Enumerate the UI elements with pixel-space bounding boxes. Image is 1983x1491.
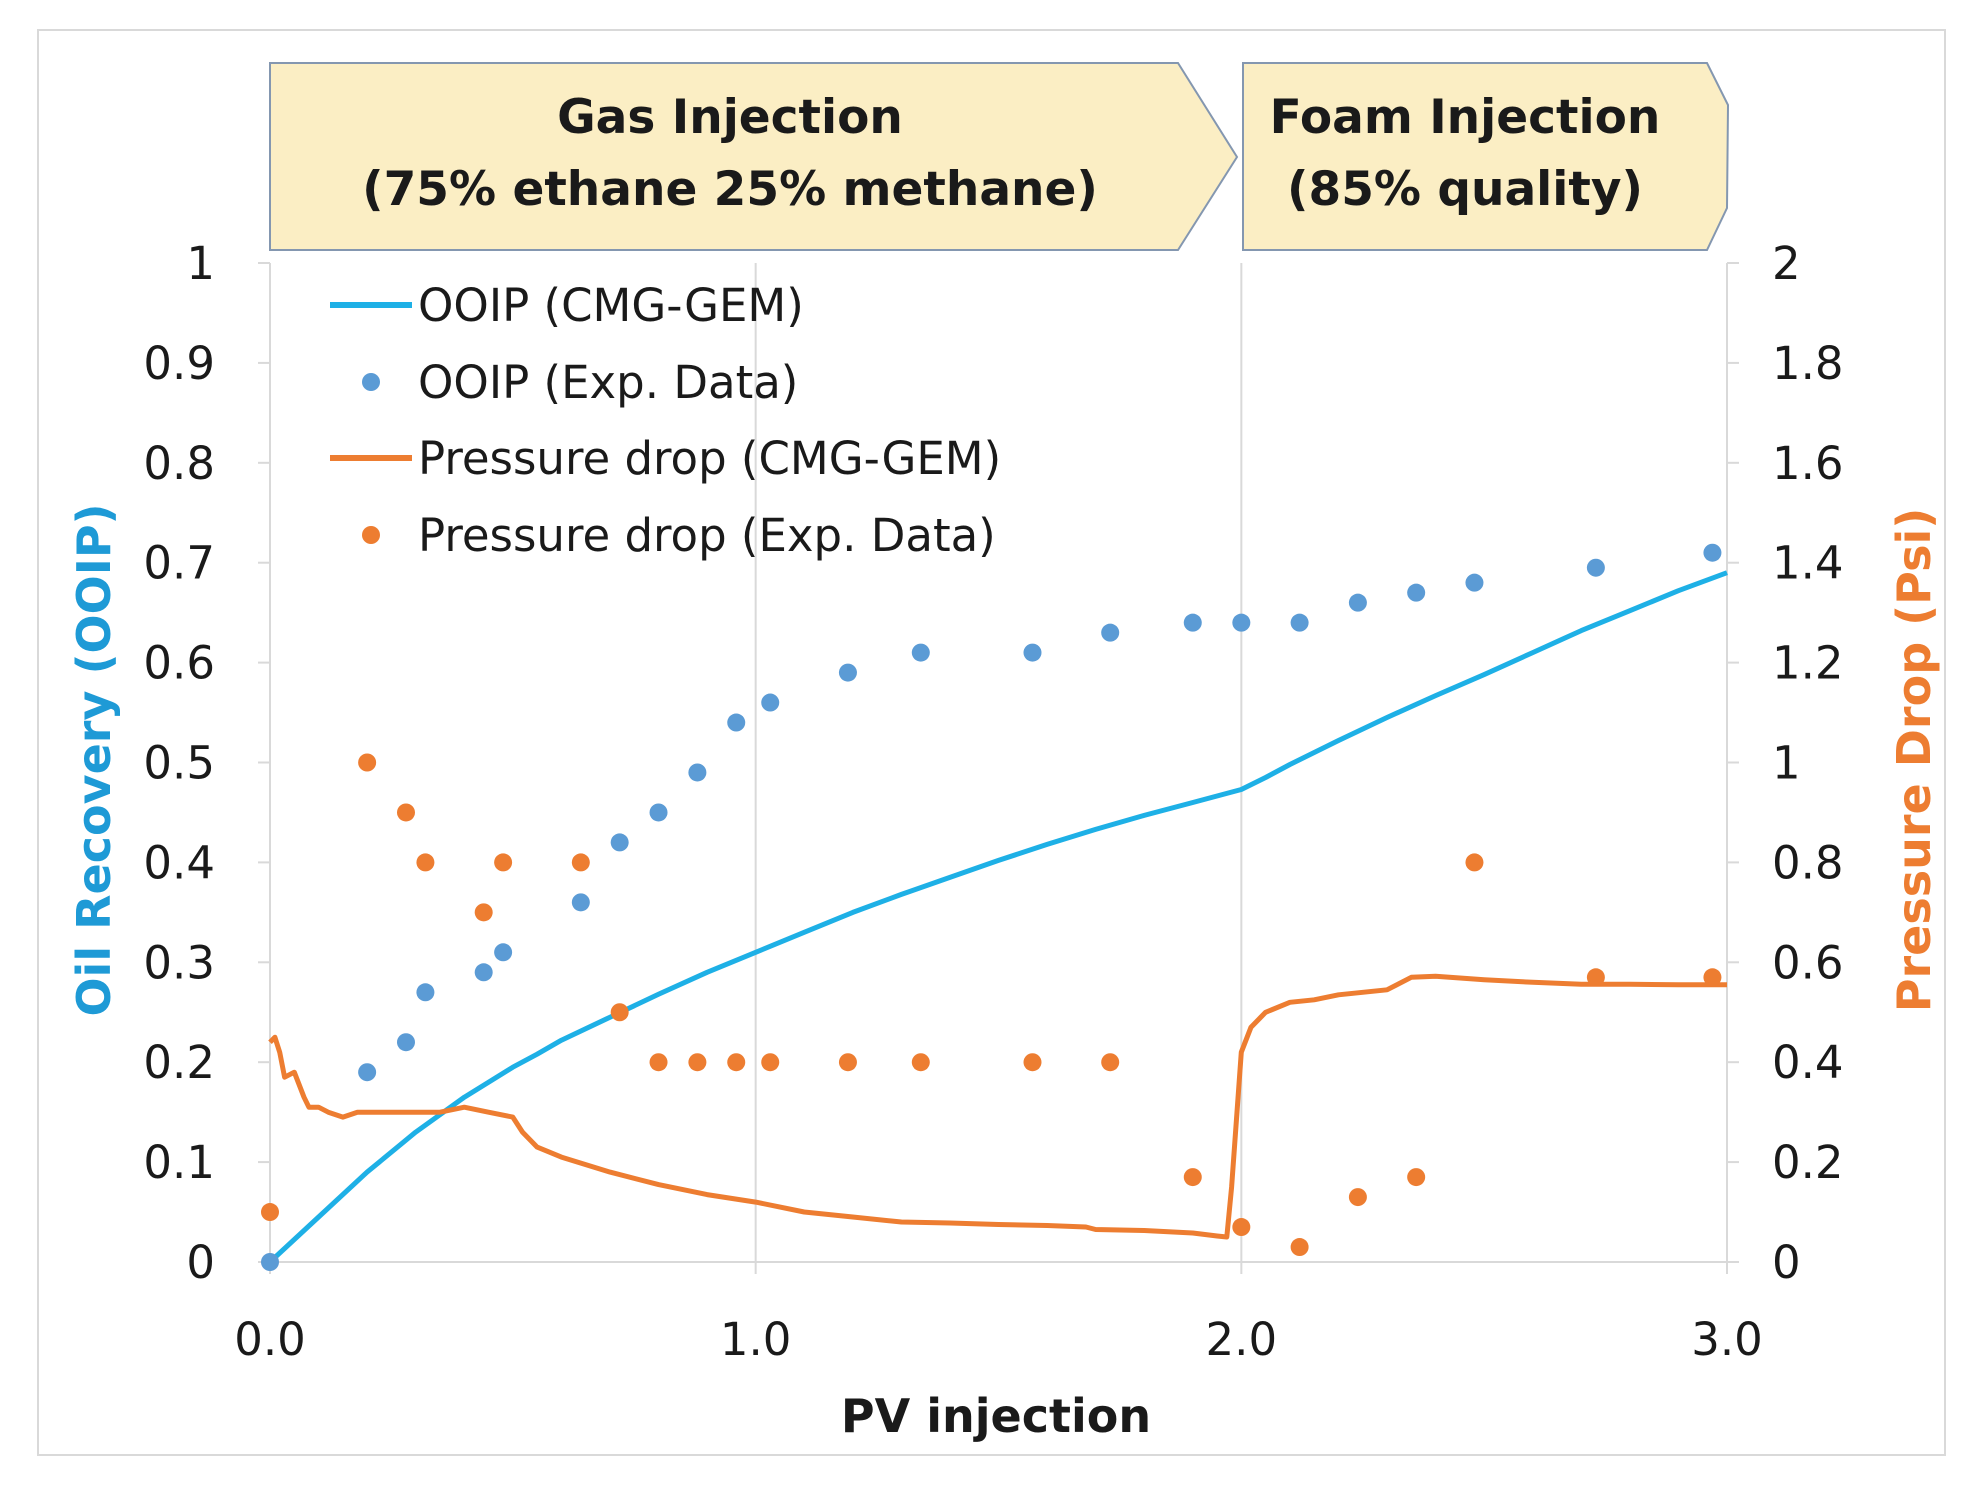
y-right-tick-label: 1.6 xyxy=(1772,437,1844,490)
data-point-ooip-exp xyxy=(1101,623,1120,642)
data-point-ooip-exp xyxy=(911,643,930,662)
data-point-pressure-exp xyxy=(261,1203,279,1222)
phase-arrow-gas xyxy=(269,62,1239,251)
data-point-pressure-exp xyxy=(610,1003,629,1022)
data-point-pressure-exp xyxy=(1290,1238,1309,1257)
data-point-ooip-exp xyxy=(727,713,746,732)
data-point-ooip-exp xyxy=(474,963,493,982)
phase-banner-gas: Gas Injection (75% ethane 25% methane) xyxy=(269,62,1239,251)
data-point-pressure-exp xyxy=(1407,1168,1426,1187)
data-point-pressure-exp xyxy=(474,903,493,922)
data-point-pressure-exp xyxy=(838,1053,857,1072)
y-right-tick-label: 1.4 xyxy=(1772,537,1844,590)
data-point-ooip-exp xyxy=(1023,643,1042,662)
x-axis-title: PV injection xyxy=(841,1389,1151,1443)
x-tick-label: 0.0 xyxy=(234,1313,306,1366)
y-right-tick-label: 0.2 xyxy=(1772,1136,1844,1189)
data-point-ooip-exp xyxy=(1586,558,1605,577)
y-left-tick-label: 0.4 xyxy=(143,836,215,889)
legend-label-pressure-exp: Pressure drop (Exp. Data) xyxy=(418,509,996,562)
data-point-ooip-exp xyxy=(761,693,780,712)
data-point-ooip-exp xyxy=(649,803,668,822)
y-left-tick-label: 0.3 xyxy=(143,936,215,989)
data-point-ooip-exp xyxy=(571,893,590,912)
data-point-ooip-exp xyxy=(1703,543,1722,562)
data-point-ooip-exp xyxy=(261,1253,279,1271)
legend-label-ooip-cmg: OOIP (CMG-GEM) xyxy=(418,279,804,332)
axes xyxy=(258,262,1739,1274)
y-axis-right-title: Pressure Drop (Psi) xyxy=(1887,508,1941,1013)
y-left-tick-label: 0.7 xyxy=(143,537,215,590)
legend-symbol-pressure-exp xyxy=(362,526,380,544)
data-point-pressure-exp xyxy=(571,853,590,872)
data-point-pressure-exp xyxy=(1232,1218,1251,1237)
data-point-pressure-exp xyxy=(1183,1168,1202,1187)
y-right-tick-label: 1.2 xyxy=(1772,637,1844,690)
phase-foam-title: Foam Injection xyxy=(1270,90,1661,145)
x-tick-label: 1.0 xyxy=(720,1313,792,1366)
y-left-tick-label: 0.1 xyxy=(143,1136,215,1189)
data-point-pressure-exp xyxy=(494,853,513,872)
data-point-pressure-exp xyxy=(1348,1188,1367,1207)
legend: OOIP (CMG-GEM) OOIP (Exp. Data) Pressure… xyxy=(330,279,1001,562)
data-point-pressure-exp xyxy=(358,753,377,772)
data-point-pressure-exp xyxy=(761,1053,780,1072)
legend-label-ooip-exp: OOIP (Exp. Data) xyxy=(418,356,798,409)
y-right-tick-label: 0.8 xyxy=(1772,836,1844,889)
y-left-tick-label: 0.5 xyxy=(143,737,215,790)
data-point-pressure-exp xyxy=(688,1053,707,1072)
legend-label-pressure-cmg: Pressure drop (CMG-GEM) xyxy=(418,432,1001,485)
series-line-pressure-cmg xyxy=(268,973,1727,1240)
y-right-tick-label: 1.8 xyxy=(1772,337,1844,390)
y-left-tick-label: 0 xyxy=(186,1236,215,1289)
y-left-tick-label: 1 xyxy=(186,237,215,290)
data-point-ooip-exp xyxy=(1290,613,1309,632)
data-point-ooip-exp xyxy=(610,833,629,852)
data-point-ooip-exp xyxy=(1183,613,1202,632)
data-point-pressure-exp xyxy=(649,1053,668,1072)
phase-gas-subtitle: (75% ethane 25% methane) xyxy=(362,162,1098,217)
data-point-ooip-exp xyxy=(1407,583,1426,602)
y-left-tick-label: 0.9 xyxy=(143,337,215,390)
y-right-tick-label: 0.6 xyxy=(1772,936,1844,989)
data-point-ooip-exp xyxy=(494,943,513,962)
y-right-tick-label: 0 xyxy=(1772,1236,1801,1289)
data-point-pressure-exp xyxy=(911,1053,930,1072)
data-point-pressure-exp xyxy=(1465,853,1484,872)
data-point-ooip-exp xyxy=(688,763,707,782)
chart-frame xyxy=(37,29,1946,1456)
phase-gas-title: Gas Injection xyxy=(557,90,903,145)
x-tick-label: 3.0 xyxy=(1691,1313,1763,1366)
y-left-tick-label: 0.6 xyxy=(143,637,215,690)
phase-foam-subtitle: (85% quality) xyxy=(1287,162,1643,217)
data-point-pressure-exp xyxy=(727,1053,746,1072)
data-point-ooip-exp xyxy=(396,1033,415,1052)
x-tick-label: 2.0 xyxy=(1206,1313,1278,1366)
y-left-tick-label: 0.8 xyxy=(143,437,215,490)
y-right-tick-label: 0.4 xyxy=(1772,1036,1844,1089)
data-point-ooip-exp xyxy=(358,1063,377,1082)
data-point-ooip-exp xyxy=(1232,613,1251,632)
data-point-ooip-exp xyxy=(1348,593,1367,612)
data-point-pressure-exp xyxy=(416,853,435,872)
data-point-pressure-exp xyxy=(1023,1053,1042,1072)
phase-arrow-foam xyxy=(1242,62,1730,251)
data-point-ooip-exp xyxy=(416,983,435,1002)
legend-symbol-ooip-exp xyxy=(362,373,380,391)
series-line-ooip-cmg xyxy=(268,570,1728,1264)
tick-labels: 0 0.1 0.2 0.3 0.4 0.5 0.6 0.7 0.8 0.9 1 0 0.2 0.4 0.6 0… xyxy=(143,237,1843,1366)
series xyxy=(261,543,1728,1271)
y-left-tick-label: 0.2 xyxy=(143,1036,215,1089)
y-right-tick-label: 2 xyxy=(1772,237,1801,290)
data-point-pressure-exp xyxy=(396,803,415,822)
data-point-pressure-exp xyxy=(1101,1053,1120,1072)
phase-banner-foam: Foam Injection (85% quality) xyxy=(1242,62,1730,251)
data-point-pressure-exp xyxy=(1586,968,1605,987)
data-point-ooip-exp xyxy=(838,663,857,682)
data-point-ooip-exp xyxy=(1465,573,1484,592)
y-right-tick-label: 1 xyxy=(1772,737,1801,790)
data-point-pressure-exp xyxy=(1703,968,1722,987)
y-axis-left-title: Oil Recovery (OOIP) xyxy=(67,503,121,1016)
